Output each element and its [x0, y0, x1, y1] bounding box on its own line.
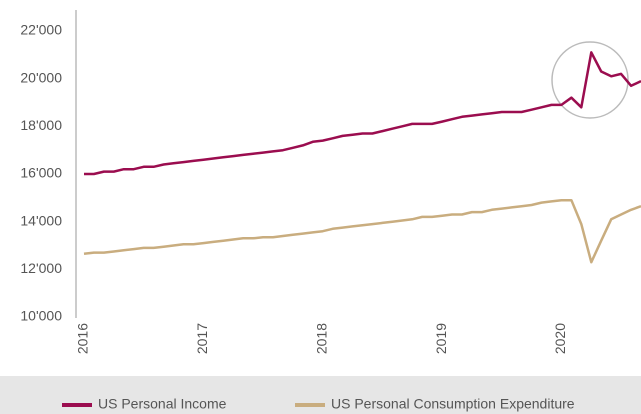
line-series [84, 51, 641, 176]
legend-background [0, 376, 641, 414]
x-tick-label: 2016 [75, 323, 91, 354]
legend-label: US Personal Income [98, 396, 227, 412]
y-tick-label: 10'000 [20, 308, 62, 324]
x-tick-label: 2017 [194, 323, 210, 354]
x-tick-label: 2020 [552, 323, 568, 354]
y-tick-label: 12'000 [20, 260, 62, 276]
x-tick-label: 2019 [433, 323, 449, 354]
y-tick-label: 20'000 [20, 69, 62, 85]
x-tick-label: 2018 [313, 323, 329, 354]
highlight-circle [551, 41, 629, 119]
legend-label: US Personal Consumption Expenditure [331, 396, 575, 412]
y-tick-label: 14'000 [20, 212, 62, 228]
y-tick-label: 18'000 [20, 117, 62, 133]
y-tick-label: 16'000 [20, 165, 62, 181]
line-series [83, 198, 641, 264]
y-tick-label: 22'000 [20, 22, 62, 38]
